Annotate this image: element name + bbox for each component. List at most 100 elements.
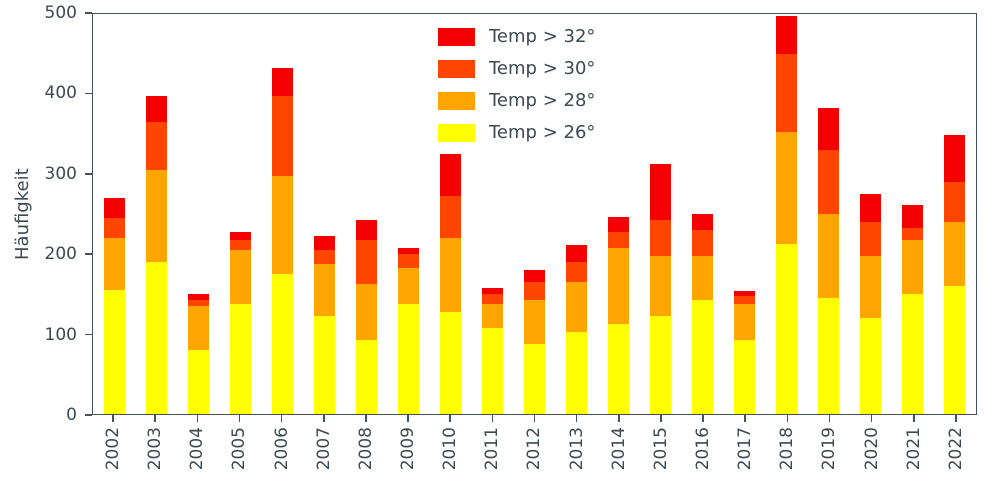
- bar-segment: [608, 247, 630, 324]
- bar-segment: [776, 16, 798, 55]
- x-tick: 2018: [777, 415, 798, 497]
- bar-column-2014: [608, 14, 630, 414]
- x-tick-label: 2018: [777, 427, 798, 471]
- y-tick-mark: [85, 12, 92, 14]
- x-tick-mark: [238, 415, 241, 422]
- bar-column-2019: [818, 14, 840, 414]
- x-tick: 2017: [735, 415, 756, 497]
- bar-segment: [523, 299, 545, 345]
- x-tick-mark: [870, 415, 873, 422]
- bar-segment: [692, 300, 714, 414]
- x-tick: 2015: [650, 415, 671, 497]
- bar-segment: [860, 318, 882, 414]
- x-tick-mark: [322, 415, 325, 422]
- x-tick: 2014: [608, 415, 629, 497]
- legend-label: Temp > 32°: [489, 26, 596, 47]
- x-tick-label: 2012: [524, 427, 545, 471]
- bar-column-2002: [103, 14, 125, 414]
- x-tick-mark: [533, 415, 536, 422]
- x-tick-label: 2005: [229, 427, 250, 471]
- bar-column-2016: [692, 14, 714, 414]
- bar-segment: [523, 282, 545, 300]
- y-tick-mark: [85, 414, 92, 416]
- x-tick: 2005: [229, 415, 250, 497]
- y-tick-label: 100: [44, 324, 77, 345]
- bar-segment: [103, 238, 125, 290]
- bar-segment: [818, 214, 840, 298]
- bar-segment: [397, 267, 419, 305]
- x-axis: 2002 2003 2004 2005 2006 2007 2008 2009 2010 2011…: [92, 415, 977, 497]
- x-tick-label: 2015: [650, 427, 671, 471]
- x-tick-mark: [744, 415, 746, 422]
- bar-column-2008: [355, 14, 377, 414]
- x-tick-label: 2013: [566, 427, 587, 471]
- y-axis: 0 100 200 300 400 500: [0, 3, 92, 425]
- bar-segment: [902, 239, 924, 294]
- x-tick: 2019: [819, 415, 840, 497]
- bar-segment: [103, 290, 125, 414]
- bar-segment: [818, 150, 840, 214]
- bar-segment: [944, 134, 966, 182]
- bar-segment: [734, 290, 756, 297]
- y-tick-label: 200: [44, 244, 77, 265]
- bar-segment: [734, 296, 756, 304]
- legend-label: Temp > 30°: [489, 58, 596, 79]
- bar-segment: [103, 218, 125, 238]
- bar-column-2012: [523, 14, 545, 414]
- y-tick-label: 300: [44, 163, 77, 184]
- bar-segment: [439, 196, 461, 239]
- x-tick-mark: [491, 415, 494, 422]
- bar-segment: [229, 250, 251, 304]
- bar-column-2018: [776, 14, 798, 414]
- x-tick-mark: [702, 415, 704, 422]
- bar-segment: [566, 262, 588, 283]
- bar-segment: [481, 294, 503, 304]
- bar-column-2022: [944, 14, 966, 414]
- bar-segment: [734, 340, 756, 414]
- x-tick: 2011: [482, 415, 503, 497]
- x-tick: 2002: [103, 415, 124, 497]
- bar-column-2010: [439, 14, 461, 414]
- x-tick-mark: [912, 415, 915, 422]
- x-tick: 2012: [524, 415, 545, 497]
- bar-column-2013: [566, 14, 588, 414]
- bar-segment: [229, 232, 251, 240]
- legend-entry: Temp > 28°: [438, 90, 595, 111]
- bar-segment: [650, 219, 672, 256]
- bar-segment: [271, 176, 293, 274]
- bar-segment: [145, 122, 167, 170]
- bar-segment: [481, 287, 503, 295]
- x-tick: 2021: [903, 415, 924, 497]
- bar-column-2006: [271, 14, 293, 414]
- bar-segment: [145, 262, 167, 414]
- bar-segment: [566, 282, 588, 332]
- bar-segment: [860, 256, 882, 318]
- y-tick-mark: [85, 333, 92, 336]
- bar-segment: [229, 303, 251, 414]
- x-tick: 2006: [271, 415, 292, 497]
- bar-segment: [313, 315, 335, 414]
- bar-segment: [692, 214, 714, 231]
- bar-segment: [944, 182, 966, 222]
- bar-column-2009: [397, 14, 419, 414]
- bar-segment: [145, 96, 167, 122]
- x-tick: 2022: [945, 415, 966, 497]
- bar-segment: [355, 284, 377, 340]
- bar-segment: [860, 194, 882, 223]
- bar-segment: [481, 303, 503, 329]
- x-tick-mark: [449, 415, 451, 422]
- x-tick-label: 2002: [103, 427, 124, 471]
- x-tick-label: 2017: [735, 427, 756, 471]
- bar-segment: [439, 154, 461, 197]
- bar-segment: [271, 68, 293, 96]
- x-tick-label: 2021: [903, 427, 924, 471]
- bar-segment: [187, 350, 209, 414]
- bar-segment: [523, 270, 545, 283]
- bar-segment: [776, 244, 798, 414]
- x-tick-mark: [280, 415, 283, 422]
- legend-swatch: [438, 27, 475, 46]
- bar-segment: [271, 274, 293, 414]
- y-tick-mark: [85, 253, 92, 255]
- bar-segment: [902, 228, 924, 240]
- y-tick-mark: [85, 92, 92, 95]
